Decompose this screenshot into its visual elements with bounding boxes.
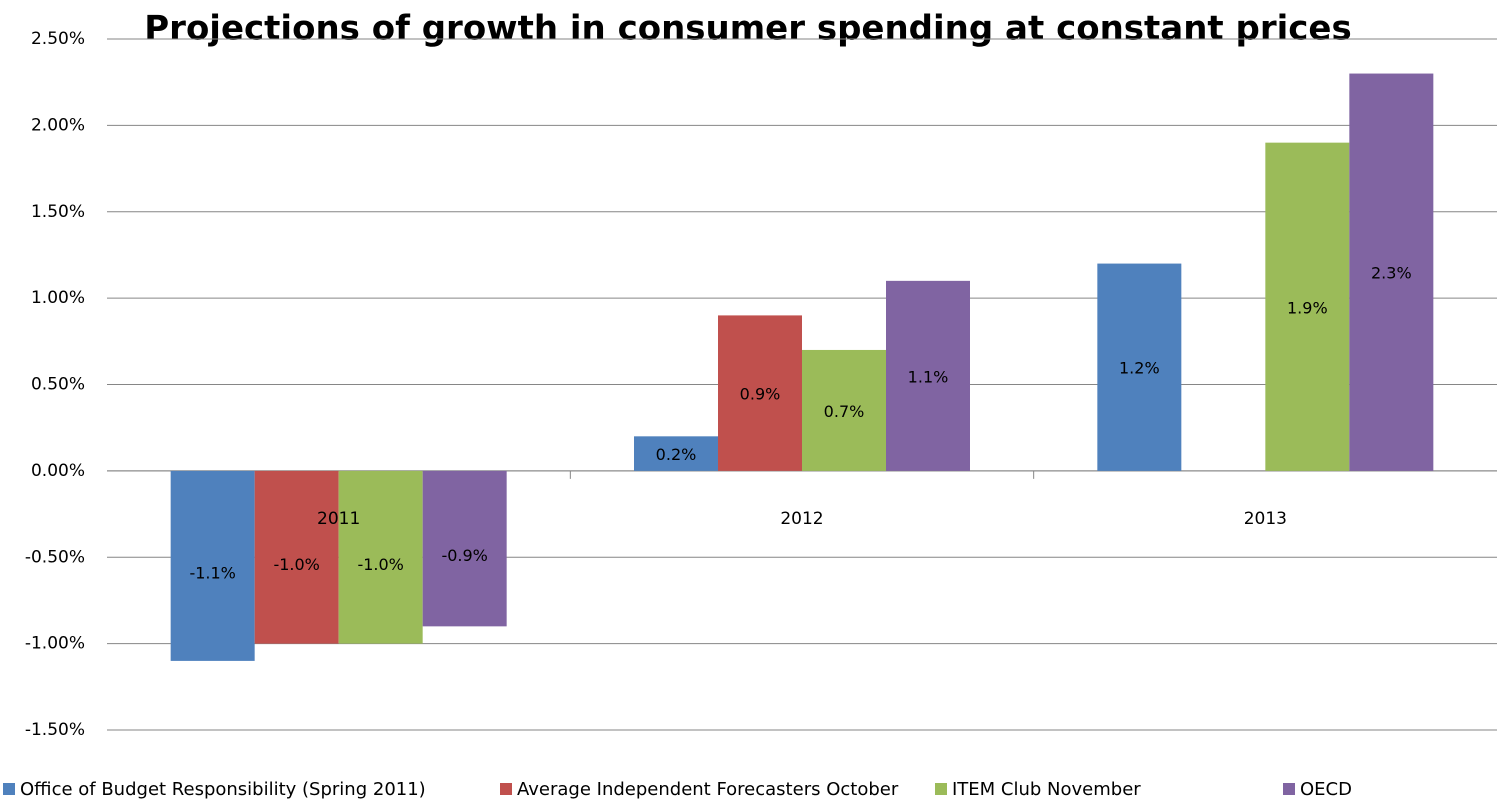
value-label: -1.0% — [273, 555, 319, 574]
legend-label: Office of Budget Responsibility (Spring … — [20, 779, 426, 800]
value-label: 1.9% — [1287, 298, 1328, 317]
value-label: 1.1% — [908, 367, 949, 386]
legend-label: OECD — [1300, 779, 1352, 800]
value-label: -1.1% — [189, 563, 235, 582]
y-tick-label: 1.50% — [31, 202, 85, 222]
value-label: -1.0% — [357, 555, 403, 574]
value-label: 0.9% — [740, 385, 781, 404]
y-tick-label: 0.00% — [31, 461, 85, 481]
y-tick-label: -1.50% — [25, 720, 85, 740]
legend-label: ITEM Club November — [952, 779, 1141, 800]
y-tick-label: -1.00% — [25, 634, 85, 654]
legend-swatch — [500, 783, 512, 795]
y-tick-label: 0.50% — [31, 375, 85, 395]
bar — [254, 470, 339, 644]
bar — [1265, 142, 1350, 471]
value-label: 0.2% — [656, 445, 697, 464]
y-tick-label: -0.50% — [25, 547, 85, 567]
bar — [634, 436, 718, 471]
bar — [1349, 73, 1434, 471]
legend-swatch — [935, 783, 947, 795]
x-tick-label: 2012 — [780, 509, 823, 529]
legend-label: Average Independent Forecasters October — [517, 779, 899, 800]
value-label: 2.3% — [1371, 264, 1412, 283]
legend-swatch — [3, 783, 15, 795]
bar — [718, 315, 802, 471]
value-label: 1.2% — [1119, 359, 1160, 378]
y-tick-label: 2.50% — [31, 29, 85, 49]
value-label: -0.9% — [441, 546, 487, 565]
bar — [170, 470, 255, 661]
legend-swatch — [1283, 783, 1295, 795]
y-tick-label: 1.00% — [31, 288, 85, 308]
x-tick-label: 2011 — [317, 509, 360, 529]
bar — [422, 470, 507, 627]
bar — [802, 349, 886, 471]
y-tick-label: 2.00% — [31, 115, 85, 135]
x-tick-label: 2013 — [1244, 509, 1287, 529]
bar — [886, 280, 970, 471]
bar — [1097, 263, 1182, 471]
value-label: 0.7% — [824, 402, 865, 421]
bar — [338, 470, 423, 644]
chart-title: Projections of growth in consumer spendi… — [144, 9, 1351, 49]
